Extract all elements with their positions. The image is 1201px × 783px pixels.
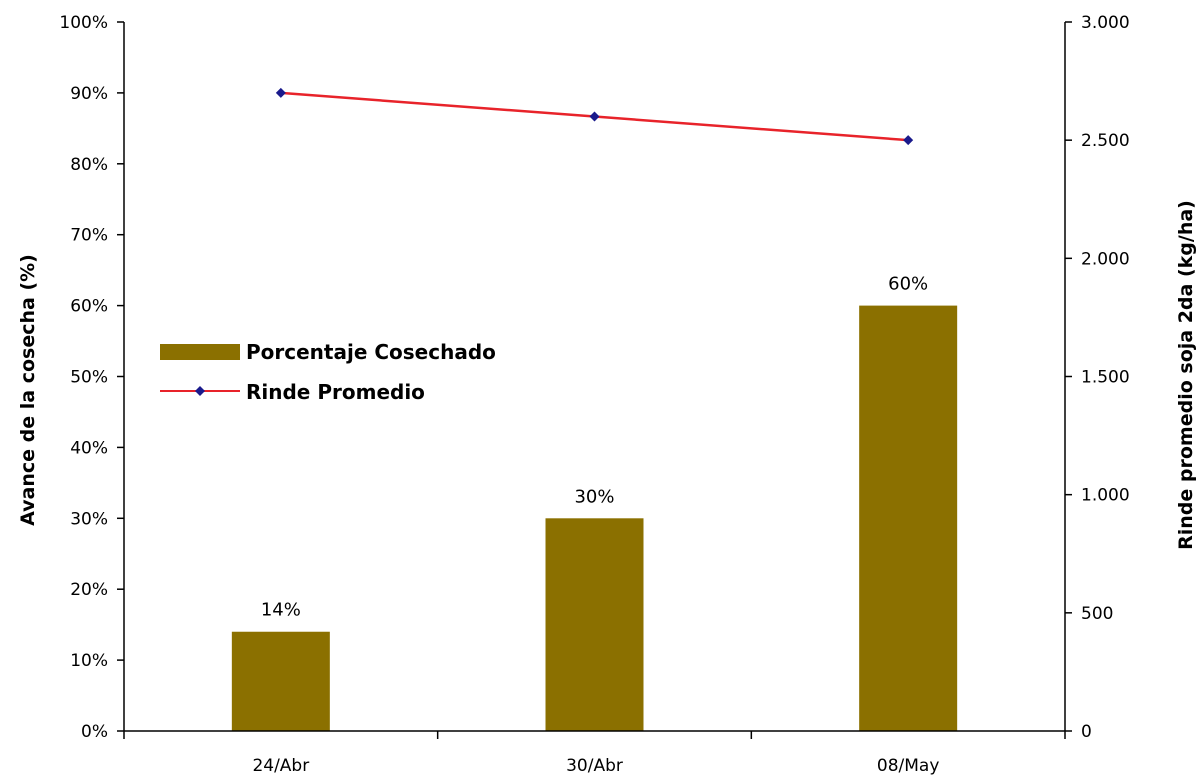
right-tick-label: 3.000 <box>1081 13 1130 33</box>
left-tick-label: 10% <box>70 651 108 671</box>
right-tick-label: 2.000 <box>1081 249 1130 269</box>
line-series <box>276 88 913 145</box>
left-tick-label: 20% <box>70 580 108 600</box>
bar <box>859 306 957 731</box>
left-axis-ticks: 0% 10% 20% 30% 40% 50% 60% 70% 80% 90% 100% <box>59 13 124 742</box>
line-point <box>903 135 913 145</box>
x-axis-ticks: 24/Abr 30/Abr 08/May <box>124 731 1065 776</box>
right-tick-label: 2.500 <box>1081 131 1130 151</box>
legend-bar-swatch <box>160 344 240 360</box>
right-tick-label: 0 <box>1081 722 1092 742</box>
legend-label-line: Rinde Promedio <box>246 380 425 404</box>
plot-area: 14% 30% 60% <box>232 88 957 731</box>
legend: Porcentaje Cosechado Rinde Promedio <box>160 340 496 404</box>
legend-line-marker <box>195 386 205 396</box>
bar <box>232 632 330 731</box>
right-tick-label: 500 <box>1081 604 1113 624</box>
line-point <box>590 112 600 122</box>
bar-series <box>232 306 957 731</box>
left-tick-label: 70% <box>70 226 108 246</box>
left-tick-label: 0% <box>81 722 108 742</box>
right-tick-label: 1.500 <box>1081 368 1130 388</box>
line-point <box>276 88 286 98</box>
x-tick-label: 24/Abr <box>252 756 309 776</box>
y-axis-title: Avance de la cosecha (%) <box>17 254 39 526</box>
right-tick-label: 1.000 <box>1081 486 1130 506</box>
left-tick-label: 40% <box>70 438 108 458</box>
left-tick-label: 100% <box>59 13 108 33</box>
bar <box>546 518 644 731</box>
left-axis: 0% 10% 20% 30% 40% 50% 60% 70% 80% 90% 100% <box>59 13 124 742</box>
bar-data-label: 14% <box>261 600 301 621</box>
bar-data-label: 30% <box>574 486 614 507</box>
bar-data-label: 60% <box>888 274 928 295</box>
right-axis: 0 500 1.000 1.500 2.000 2.500 3.000 <box>1065 13 1130 742</box>
left-tick-label: 30% <box>70 509 108 529</box>
x-tick-label: 08/May <box>877 756 940 776</box>
y2-axis-title: Rinde promedio soja 2da (kg/ha) <box>1175 200 1197 550</box>
left-tick-label: 50% <box>70 368 108 388</box>
x-tick-label: 30/Abr <box>566 756 623 776</box>
right-axis-ticks: 0 500 1.000 1.500 2.000 2.500 3.000 <box>1065 13 1130 742</box>
left-tick-label: 80% <box>70 155 108 175</box>
left-tick-label: 90% <box>70 84 108 104</box>
left-tick-label: 60% <box>70 297 108 317</box>
x-axis: 24/Abr 30/Abr 08/May <box>124 731 1065 776</box>
legend-label-bar: Porcentaje Cosechado <box>246 340 496 364</box>
